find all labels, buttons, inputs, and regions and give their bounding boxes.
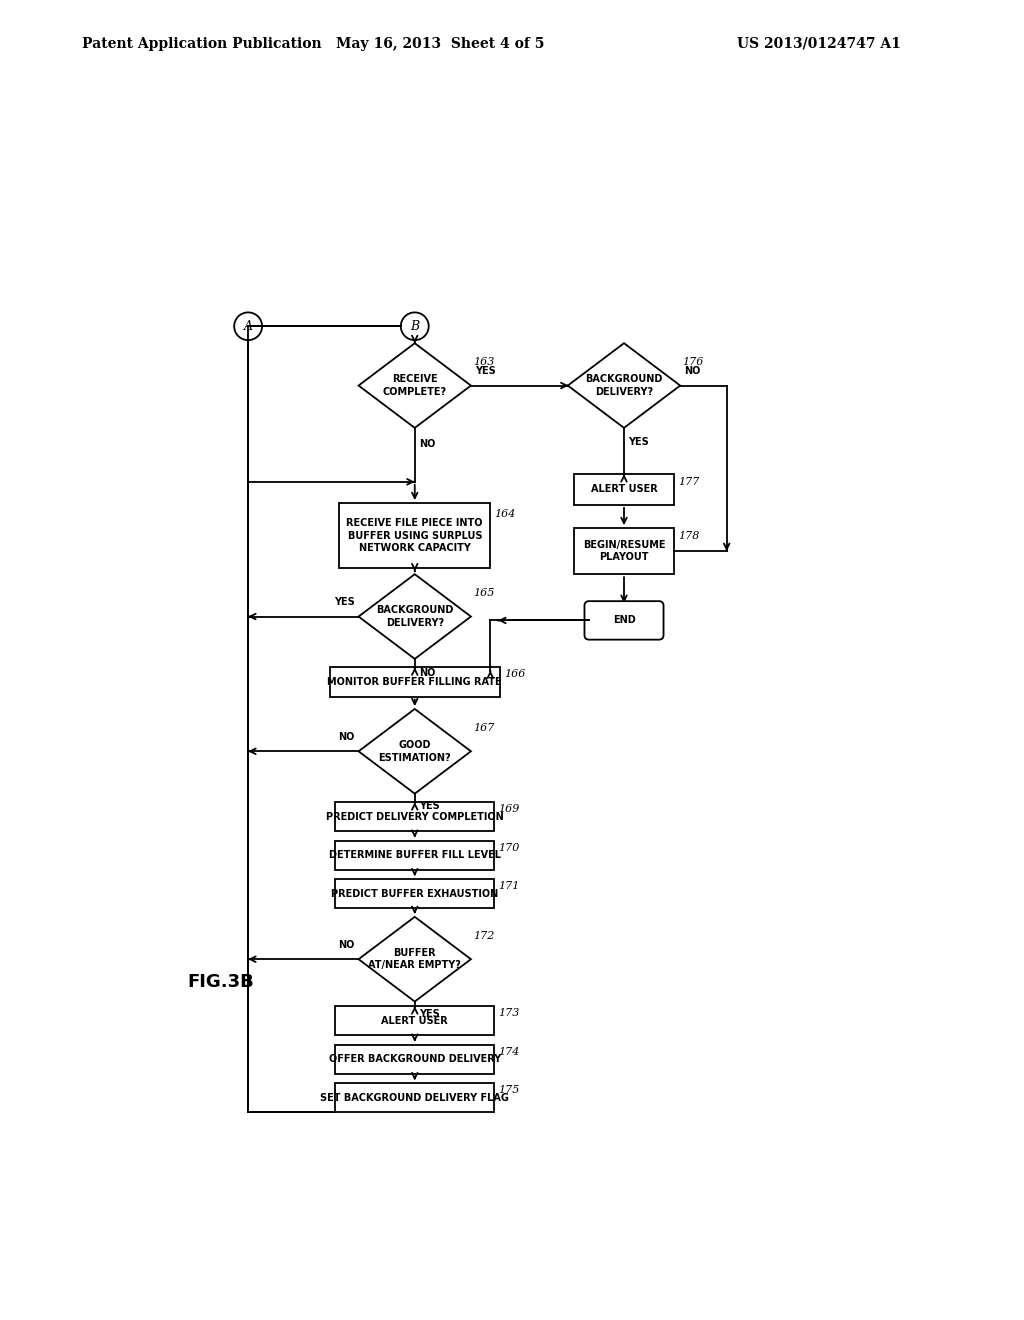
Bar [335,1006,495,1035]
Text: BUFFER
AT/NEAR EMPTY?: BUFFER AT/NEAR EMPTY? [369,948,461,970]
Text: NO: NO [684,367,700,376]
Text: DETERMINE BUFFER FILL LEVEL: DETERMINE BUFFER FILL LEVEL [329,850,501,861]
Bar [330,668,500,697]
Text: NO: NO [419,668,435,678]
Text: May 16, 2013  Sheet 4 of 5: May 16, 2013 Sheet 4 of 5 [336,37,545,50]
Text: YES: YES [334,598,354,607]
Text: BEGIN/RESUME
PLAYOUT: BEGIN/RESUME PLAYOUT [583,540,666,562]
Text: YES: YES [475,367,496,376]
Text: PREDICT BUFFER EXHAUSTION: PREDICT BUFFER EXHAUSTION [331,888,499,899]
Text: Patent Application Publication: Patent Application Publication [82,37,322,50]
Bar [339,503,490,569]
Text: MONITOR BUFFER FILLING RATE: MONITOR BUFFER FILLING RATE [328,677,502,686]
Text: 173: 173 [498,1008,519,1018]
Text: YES: YES [628,437,648,447]
Text: NO: NO [419,440,435,449]
Text: 164: 164 [495,510,515,519]
Bar [335,803,495,832]
Text: 169: 169 [498,804,519,814]
Text: BACKGROUND
DELIVERY?: BACKGROUND DELIVERY? [586,375,663,397]
Text: YES: YES [419,1010,439,1019]
Text: B: B [411,319,419,333]
Text: 165: 165 [473,589,495,598]
Bar [335,1044,495,1074]
Text: GOOD
ESTIMATION?: GOOD ESTIMATION? [379,741,451,763]
Text: A: A [244,319,253,333]
Text: END: END [612,615,635,626]
Bar [573,474,675,506]
Bar [335,879,495,908]
Text: US 2013/0124747 A1: US 2013/0124747 A1 [737,37,901,50]
Text: YES: YES [419,801,439,812]
Text: NO: NO [338,733,354,742]
Text: 172: 172 [473,931,495,941]
Text: BACKGROUND
DELIVERY?: BACKGROUND DELIVERY? [376,606,454,628]
Bar [335,841,495,870]
Bar [573,528,675,574]
Text: 175: 175 [498,1085,519,1096]
Text: ALERT USER: ALERT USER [591,484,657,495]
Text: PREDICT DELIVERY COMPLETION: PREDICT DELIVERY COMPLETION [326,812,504,822]
Text: RECEIVE FILE PIECE INTO
BUFFER USING SURPLUS
NETWORK CAPACITY: RECEIVE FILE PIECE INTO BUFFER USING SUR… [346,519,483,553]
Text: SET BACKGROUND DELIVERY FLAG: SET BACKGROUND DELIVERY FLAG [321,1093,509,1102]
Text: RECEIVE
COMPLETE?: RECEIVE COMPLETE? [383,375,446,397]
Text: ALERT USER: ALERT USER [381,1016,449,1026]
Text: OFFER BACKGROUND DELIVERY: OFFER BACKGROUND DELIVERY [329,1055,501,1064]
Text: NO: NO [338,940,354,950]
Text: 163: 163 [473,358,495,367]
Text: 177: 177 [678,477,699,487]
Text: 170: 170 [498,842,519,853]
Text: 176: 176 [683,358,703,367]
Text: 174: 174 [498,1047,519,1056]
Text: 166: 166 [504,669,525,680]
Bar [335,1084,495,1113]
Text: 167: 167 [473,723,495,733]
Text: FIG.3B: FIG.3B [187,973,254,991]
Text: 178: 178 [678,531,699,541]
Text: 171: 171 [498,880,519,891]
